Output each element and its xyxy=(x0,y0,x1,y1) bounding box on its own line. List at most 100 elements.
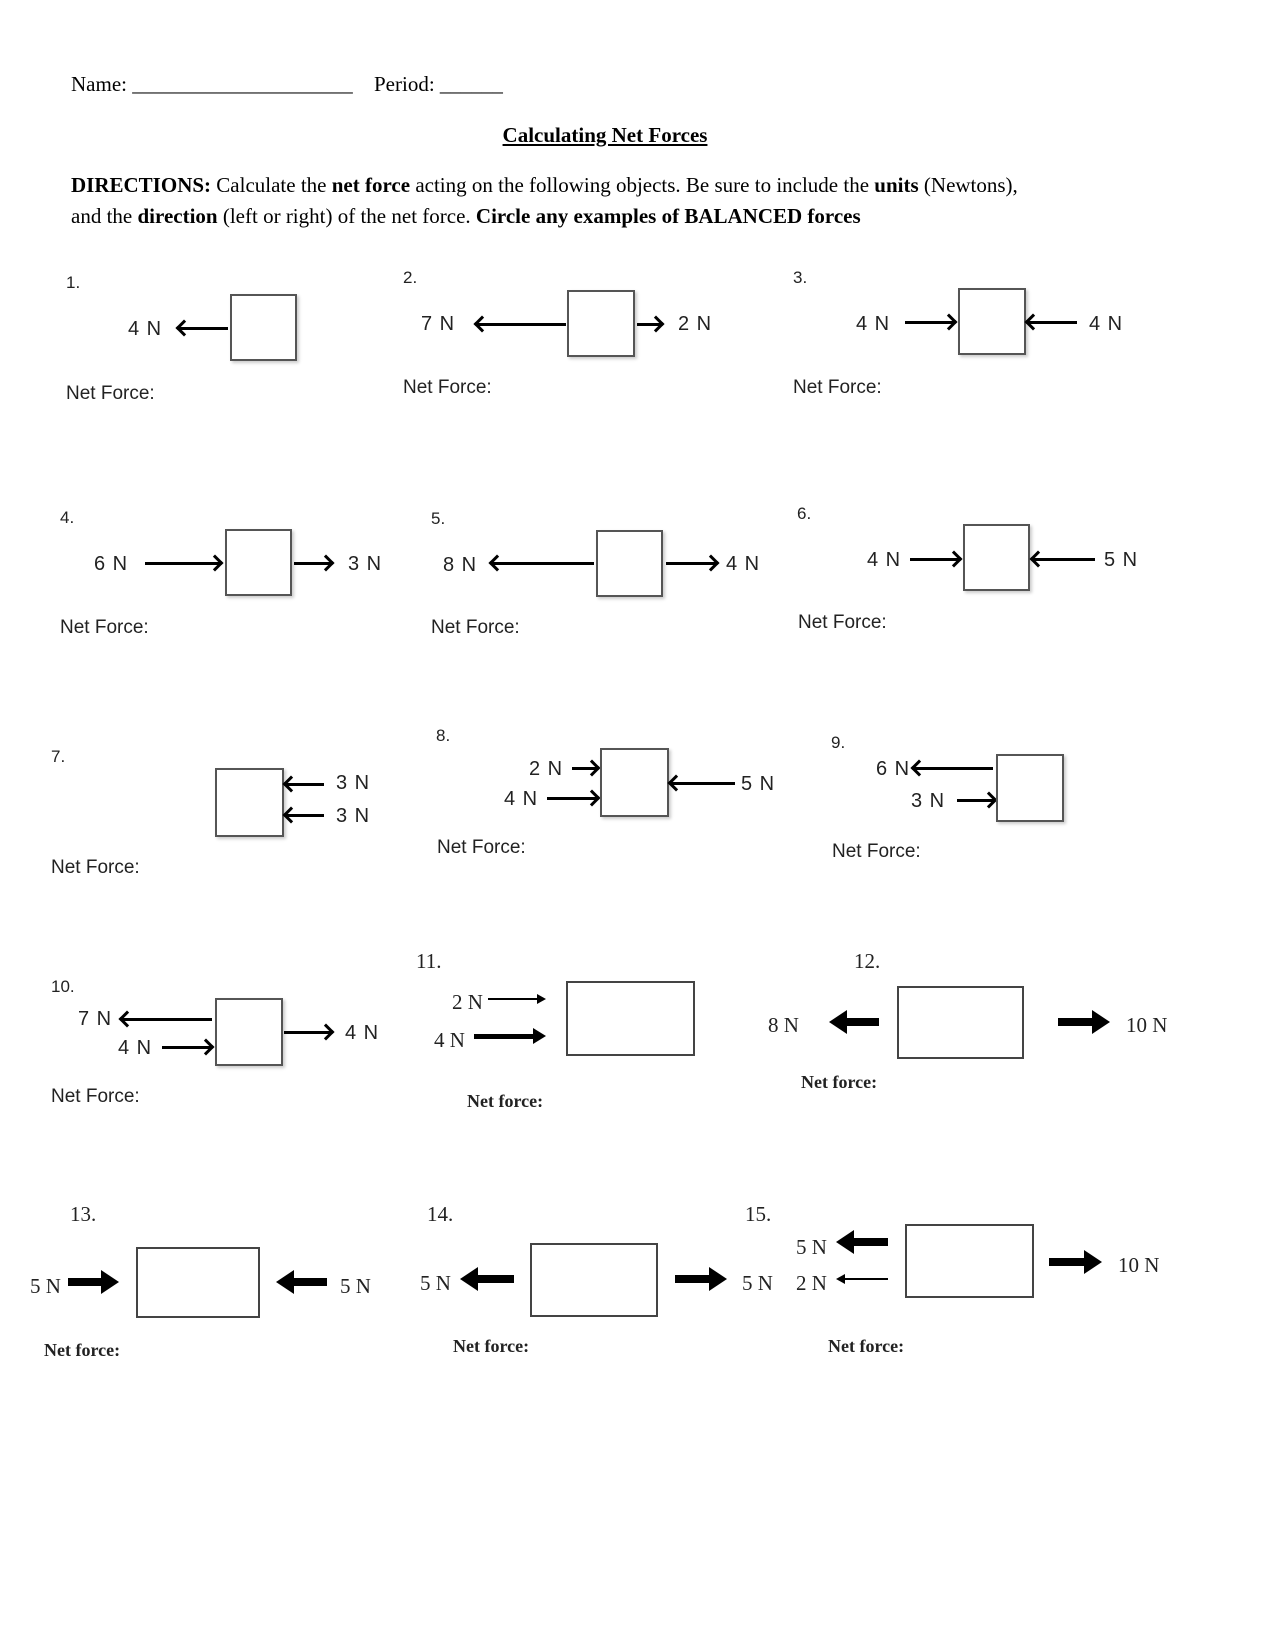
object-box xyxy=(905,1224,1034,1298)
directions-line-1: DIRECTIONS: Calculate the net force acti… xyxy=(71,175,1018,196)
left-arrow-icon xyxy=(285,814,324,817)
net-force-label: Net force: xyxy=(44,1340,121,1360)
force-label: 4 N xyxy=(504,788,539,810)
left-arrow-icon xyxy=(285,783,324,786)
right-arrow-icon xyxy=(145,562,221,565)
force-label: 10 N xyxy=(1126,1013,1168,1037)
net-force-label: Net Force: xyxy=(832,841,921,862)
net-force-label: Net force: xyxy=(453,1336,530,1356)
left-arrow-icon xyxy=(836,1274,888,1284)
force-label: 4 N xyxy=(867,549,902,571)
force-label: 4 N xyxy=(118,1037,153,1059)
object-box xyxy=(215,998,283,1066)
problem-number: 6. xyxy=(797,504,812,523)
problem-number: 3. xyxy=(793,268,808,287)
directions-text: and the xyxy=(71,204,138,228)
problem-number: 14. xyxy=(427,1202,454,1226)
right-arrow-icon xyxy=(675,1267,727,1291)
problem-number: 12. xyxy=(854,949,881,973)
right-arrow-icon xyxy=(488,994,546,1004)
object-box xyxy=(996,754,1064,822)
force-label: 4 N xyxy=(1089,313,1124,335)
left-arrow-icon xyxy=(178,327,228,330)
directions-text: acting on the following objects. Be sure… xyxy=(410,173,875,197)
left-arrow-icon xyxy=(460,1267,514,1291)
object-box xyxy=(230,294,297,361)
directions-text: (Newtons), xyxy=(918,173,1018,197)
force-label: 8 N xyxy=(768,1013,799,1037)
right-arrow-icon xyxy=(474,1028,546,1044)
force-label: 4 N xyxy=(856,313,891,335)
net-force-label: Net Force: xyxy=(60,617,149,638)
force-label: 6 N xyxy=(94,553,129,575)
force-label: 4 N xyxy=(345,1022,380,1044)
right-arrow-icon xyxy=(666,562,717,565)
left-arrow-icon xyxy=(276,1270,327,1294)
page-title: Calculating Net Forces xyxy=(502,123,708,147)
force-label: 7 N xyxy=(78,1008,113,1030)
problem-number: 5. xyxy=(431,509,446,528)
object-box xyxy=(897,986,1024,1059)
net-force-label: Net force: xyxy=(801,1072,878,1092)
problem-number: 2. xyxy=(403,268,418,287)
object-box xyxy=(566,981,695,1056)
force-label: 2 N xyxy=(796,1271,827,1295)
directions-bold: Circle any examples of BALANCED forces xyxy=(475,204,861,228)
object-box xyxy=(225,529,292,596)
right-arrow-icon xyxy=(284,1031,332,1034)
force-label: 5 N xyxy=(420,1271,451,1295)
right-arrow-icon xyxy=(1049,1250,1102,1274)
period-field-label: Period: ______ xyxy=(374,72,503,96)
left-arrow-icon xyxy=(836,1230,888,1254)
net-force-label: Net force: xyxy=(467,1091,544,1111)
directions-text: Calculate the xyxy=(211,173,332,197)
directions-bold: units xyxy=(874,173,919,197)
right-arrow-icon xyxy=(910,558,960,561)
right-arrow-icon xyxy=(547,797,598,800)
force-label: 5 N xyxy=(1104,549,1139,571)
left-arrow-icon xyxy=(1032,558,1095,561)
net-force-label: Net Force: xyxy=(51,857,140,878)
object-box xyxy=(567,290,635,357)
object-box xyxy=(136,1247,260,1318)
force-label: 7 N xyxy=(421,313,456,335)
directions-line-2: and the direction (left or right) of the… xyxy=(71,206,861,227)
force-label: 10 N xyxy=(1118,1253,1160,1277)
directions-bold: net force xyxy=(331,173,411,197)
right-arrow-icon xyxy=(68,1270,119,1294)
net-force-label: Net Force: xyxy=(66,383,155,404)
left-arrow-icon xyxy=(670,782,735,785)
net-force-label: Net force: xyxy=(828,1336,905,1356)
force-label: 6 N xyxy=(876,758,911,780)
right-arrow-icon xyxy=(905,321,955,324)
problem-number: 9. xyxy=(831,733,846,752)
problem-number: 10. xyxy=(51,977,75,996)
force-label: 5 N xyxy=(30,1274,61,1298)
net-force-label: Net Force: xyxy=(403,377,492,398)
problem-number: 11. xyxy=(416,949,442,973)
right-arrow-icon xyxy=(957,799,995,802)
force-label: 8 N xyxy=(443,554,478,576)
left-arrow-icon xyxy=(491,562,594,565)
problem-number: 7. xyxy=(51,747,66,766)
directions-bold: direction xyxy=(137,204,218,228)
left-arrow-icon xyxy=(121,1018,212,1021)
force-label: 3 N xyxy=(348,553,383,575)
force-label: 2 N xyxy=(452,990,483,1014)
net-force-label: Net Force: xyxy=(793,377,882,398)
right-arrow-icon xyxy=(1058,1010,1110,1034)
object-box xyxy=(215,768,284,837)
force-label: 5 N xyxy=(340,1274,371,1298)
net-force-label: Net Force: xyxy=(431,617,520,638)
force-label: 2 N xyxy=(678,313,713,335)
name-field-label: Name: _____________________ xyxy=(71,72,353,96)
right-arrow-icon xyxy=(162,1046,212,1049)
force-label: 3 N xyxy=(336,805,371,827)
force-label: 4 N xyxy=(726,553,761,575)
problem-number: 15. xyxy=(745,1202,772,1226)
net-force-label: Net Force: xyxy=(437,837,526,858)
right-arrow-icon xyxy=(572,767,598,770)
right-arrow-icon xyxy=(637,323,662,326)
force-label: 3 N xyxy=(336,772,371,794)
force-label: 4 N xyxy=(434,1028,465,1052)
